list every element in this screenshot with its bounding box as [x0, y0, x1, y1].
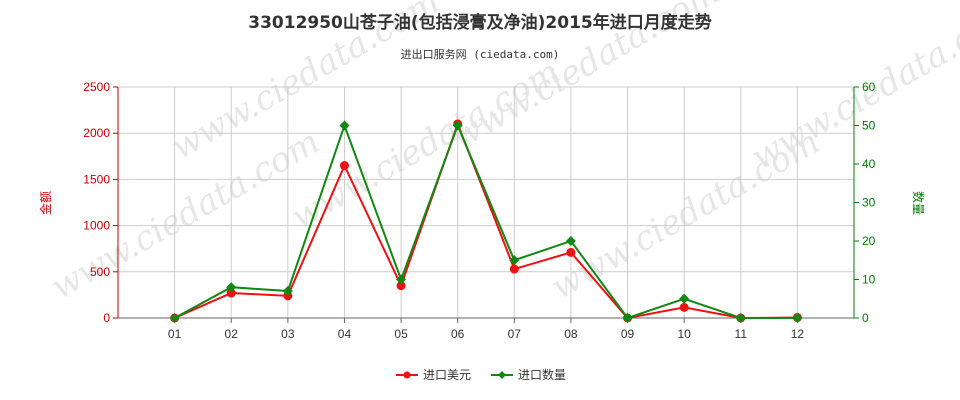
tick-labels: 0 500 1000 1500 2000 2500 0 10 20 30 40 50 60 01 02 03 0… [83, 80, 875, 341]
y-left-tick-label: 1000 [83, 219, 110, 233]
y-right-tick-label: 50 [862, 119, 876, 133]
data-point [226, 288, 236, 298]
legend-swatch-marker [403, 371, 411, 379]
x-tick-label: 02 [225, 327, 239, 341]
chart-title: 33012950山苍子油(包括浸膏及净油)2015年进口月度走势 [248, 12, 711, 33]
x-tick-label: 05 [394, 327, 408, 341]
y-left-tick-label: 2500 [83, 80, 110, 94]
y-right-tick-label: 0 [862, 311, 869, 325]
legend-item[interactable]: 进口美元 [396, 368, 471, 382]
legend-label: 进口数量 [518, 367, 566, 382]
x-tick-label: 07 [508, 327, 522, 341]
watermark-layer: www.ciedata.comwww.ciedata.comwww.ciedat… [45, 0, 960, 308]
series [169, 119, 803, 323]
data-point [735, 313, 746, 323]
data-point [396, 274, 407, 285]
data-point [226, 282, 237, 293]
data-point [679, 293, 690, 304]
legend-item[interactable]: 进口数量 [491, 367, 566, 382]
y-right-tick-label: 10 [862, 273, 876, 287]
y-left-tick-label: 1500 [83, 172, 110, 186]
y-right-tick-label: 60 [862, 80, 876, 94]
data-point [509, 255, 520, 266]
data-point [509, 264, 519, 274]
data-point [565, 236, 576, 246]
x-tick-label: 08 [564, 327, 578, 341]
y-right-tick-label: 20 [862, 234, 876, 248]
chart-subtitle: 进出口服务网 (ciedata.com) [401, 47, 560, 61]
data-point [679, 302, 689, 312]
y-left-axis-label: 金额 [38, 191, 53, 215]
y-right-tick-label: 30 [862, 196, 876, 210]
y-left-tick-label: 0 [103, 311, 110, 325]
data-point [452, 120, 463, 131]
series-line [174, 121, 798, 320]
data-point [396, 281, 406, 291]
x-tick-label: 09 [621, 327, 635, 341]
data-point [339, 120, 350, 131]
x-tick-label: 01 [168, 327, 182, 341]
data-point [566, 247, 576, 257]
y-left-tick-label: 500 [90, 265, 110, 279]
watermark-text: www.ciedata.com [745, 0, 960, 178]
data-point [792, 313, 803, 323]
x-tick-label: 03 [281, 327, 295, 341]
x-tick-label: 06 [451, 327, 465, 341]
x-tick-label: 11 [735, 327, 748, 341]
x-tick-label: 10 [677, 327, 691, 341]
data-point [622, 313, 633, 323]
grid [118, 86, 854, 319]
legend-label: 进口美元 [423, 368, 471, 382]
data-point [282, 286, 293, 297]
x-tick-label: 12 [791, 327, 805, 341]
data-point [339, 161, 349, 171]
y-left-tick-label: 2000 [83, 126, 110, 140]
legend[interactable]: 进口美元 进口数量 [396, 367, 566, 382]
x-tick-label: 04 [338, 327, 352, 341]
y-right-axis-label: 数量 [911, 191, 926, 215]
series-line [174, 122, 798, 320]
y-right-tick-label: 40 [862, 157, 876, 171]
data-point [169, 313, 180, 323]
legend-swatch-marker [498, 371, 506, 379]
